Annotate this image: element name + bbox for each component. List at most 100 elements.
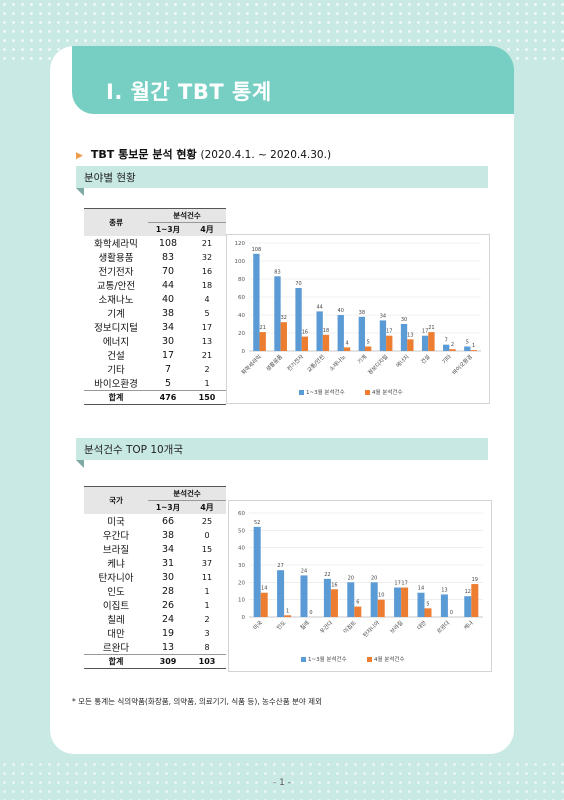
row-name: 건설 [107, 351, 125, 362]
legend-swatch [301, 657, 306, 662]
table-row: 건설 17 21 [84, 348, 226, 363]
row-value-b: 1 [204, 586, 210, 596]
legend-swatch [299, 390, 304, 395]
country-col-name: 국가 [84, 486, 148, 514]
row-name: 교통/안전 [96, 281, 136, 292]
row-value-b: 37 [201, 558, 213, 568]
row-value-b: 5 [204, 308, 210, 318]
heading-range: (2020.4.1. ~ 2020.4.30.) [200, 149, 332, 161]
country-col-a: 1~3月 [148, 500, 188, 514]
bar [277, 570, 285, 617]
category-label: 기타 [440, 353, 453, 366]
data-label: 24 [301, 568, 307, 574]
legend-swatch [367, 657, 372, 662]
field-chart: 0 20 40 60 80 100 120 108 21 화학세라믹 83 32 생활용품 70 16 전기전… [226, 234, 490, 404]
row-name: 에너지 [102, 337, 130, 348]
row-name: 생활용품 [98, 253, 134, 264]
bar [280, 322, 287, 351]
row-value-b: 13 [201, 336, 213, 346]
data-label: 16 [331, 582, 337, 588]
country-chart-svg: 01020304050605214미국271인도240칠레2216우간다206이… [238, 511, 483, 663]
field-col-a: 1~3月 [148, 222, 188, 236]
total-value-b: 103 [188, 654, 226, 669]
row-name: 화학세라믹 [94, 239, 138, 250]
y-tick-label: 60 [238, 295, 245, 301]
row-name: 소재나노 [98, 295, 134, 306]
row-value-b: 1 [204, 378, 210, 388]
row-value-a: 108 [158, 237, 178, 249]
row-value-a: 34 [161, 321, 175, 333]
legend-swatch [365, 390, 370, 395]
row-value-a: 38 [161, 529, 175, 541]
dot-pattern-bottom [0, 760, 564, 800]
table-row: 기타 7 2 [84, 362, 226, 377]
category-label: 인도 [275, 619, 287, 631]
data-label: 0 [309, 610, 312, 616]
row-value-a: 19 [161, 627, 175, 639]
row-name: 미국 [107, 517, 125, 528]
row-name: 인도 [107, 587, 125, 598]
category-label: 미국 [251, 619, 264, 632]
bar [394, 587, 402, 617]
section-country-label: 분석건수 TOP 10개국 [84, 444, 184, 456]
table-row: 우간다 38 0 [84, 528, 226, 543]
data-label: 21 [428, 325, 434, 331]
data-label: 34 [380, 313, 386, 319]
table-row: 에너지 30 13 [84, 334, 226, 349]
y-tick-label: 120 [235, 241, 246, 247]
data-label: 38 [359, 310, 365, 316]
data-label: 13 [407, 332, 413, 338]
row-value-a: 40 [161, 293, 175, 305]
table-row: 미국 66 25 [84, 514, 226, 529]
data-label: 40 [338, 308, 344, 314]
bar [301, 336, 309, 351]
category-label: 소재나노 [327, 353, 347, 373]
data-label: 10 [378, 593, 384, 599]
row-value-a: 24 [161, 613, 175, 625]
bar [386, 335, 393, 351]
y-tick-label: 60 [238, 511, 245, 517]
row-value-b: 1 [204, 600, 210, 610]
data-label: 14 [418, 586, 424, 592]
category-label: 화학세라믹 [239, 353, 263, 377]
country-col-b: 4月 [188, 500, 226, 514]
data-label: 21 [260, 325, 266, 331]
bar [470, 350, 477, 351]
category-label: 칠레 [298, 619, 311, 632]
bar [259, 332, 266, 351]
data-label: 44 [316, 304, 322, 310]
bar [440, 594, 448, 617]
country-col-group: 분석건수 [148, 486, 226, 501]
total-row: 합계 476 150 [84, 390, 226, 405]
category-label: 르완다 [435, 619, 451, 635]
y-tick-label: 50 [238, 528, 245, 534]
row-value-a: 7 [164, 363, 172, 375]
bar [253, 526, 261, 617]
category-label: 기계 [356, 353, 369, 366]
bar [421, 335, 429, 351]
row-value-a: 5 [164, 377, 172, 389]
row-value-b: 8 [204, 642, 210, 652]
data-label: 70 [295, 281, 301, 287]
row-value-a: 38 [161, 307, 175, 319]
total-row: 합계 309 103 [84, 654, 226, 669]
row-name: 기타 [107, 365, 125, 376]
table-row: 이집트 26 1 [84, 598, 226, 613]
row-name: 브라질 [102, 545, 130, 556]
bar [358, 316, 365, 351]
bar [330, 589, 338, 617]
row-name: 기계 [107, 309, 125, 320]
data-label: 7 [445, 338, 448, 344]
page-title: Ⅰ. 월간 TBT 통계 [106, 80, 272, 104]
row-name: 우간다 [102, 531, 130, 542]
row-name: 정보디지털 [94, 323, 138, 334]
category-label: 케냐 [462, 619, 475, 632]
row-name: 르완다 [102, 643, 130, 654]
heading-main: TBT 통보문 분석 현황 [90, 148, 197, 161]
bar [337, 315, 344, 351]
y-tick-label: 80 [238, 277, 245, 283]
field-table-body: 화학세라믹 108 21 생활용품 83 32 전기전자 70 16 교통/안전 44 18 소재나노 4… [84, 236, 226, 405]
bar [424, 608, 432, 617]
category-label: 생활용품 [264, 353, 284, 373]
bar [407, 339, 414, 351]
